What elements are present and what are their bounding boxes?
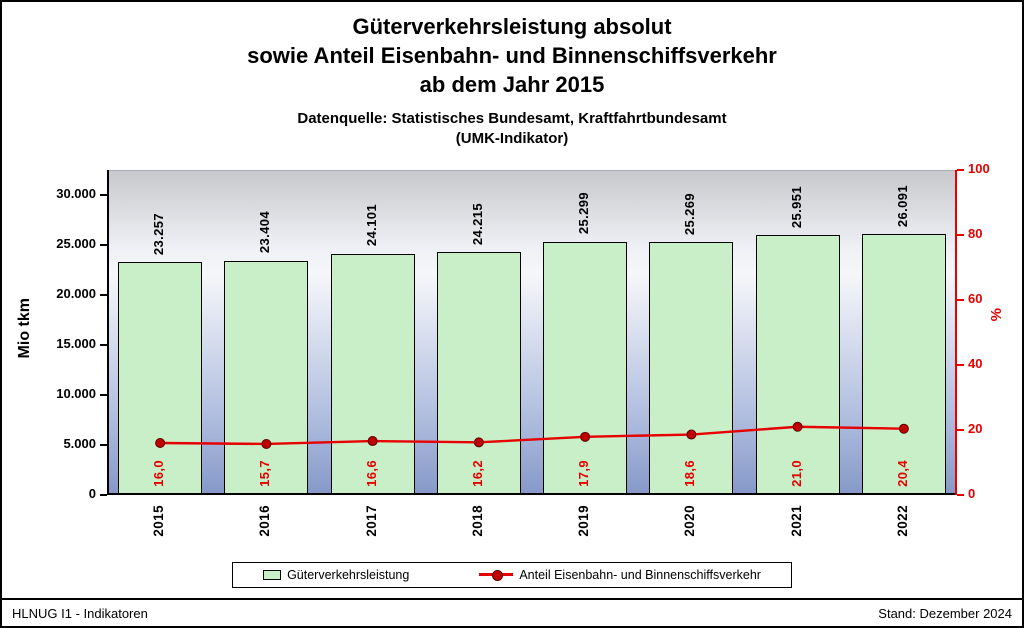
bar-swatch-icon (263, 569, 282, 580)
left-axis-tick-mark (100, 293, 107, 296)
chart-area: Mio tkm % 23.257 16,0 23.404 15,7 24.101 16,6… (2, 150, 1022, 546)
footer-right-text: Stand: Dezember 2024 (878, 605, 1012, 621)
x-axis-label-2016: 2016 (257, 504, 273, 537)
right-axis-tick-mark (957, 363, 964, 366)
line-value-label: 18,6 (682, 459, 698, 487)
right-axis-tick-mark (957, 168, 964, 171)
chart-subtitle-line2: (UMK-Indikator) (455, 130, 569, 148)
line-value-label: 16,2 (469, 459, 485, 487)
left-axis-tick-label: 20.000 (56, 285, 96, 301)
chart-subtitle-line1: Datenquelle: Statistisches Bundesamt, Kr… (297, 110, 727, 128)
x-axis-label-2021: 2021 (788, 504, 804, 537)
right-axis-tick-label: 40 (968, 355, 983, 371)
x-axis-label-2022: 2022 (894, 504, 910, 537)
bar-value-label: 23.257 (151, 212, 167, 256)
left-axis-tick-label: 25.000 (56, 235, 96, 251)
line-value-label: 16,6 (363, 459, 379, 487)
bar-2015 (118, 262, 203, 495)
legend-line-label: Anteil Eisenbahn- und Binnenschiffsverke… (519, 567, 761, 582)
left-axis-tick-mark (100, 243, 107, 246)
left-axis-tick-label: 5.000 (63, 435, 96, 451)
plot-top-border (107, 169, 957, 171)
legend-item-bar: Güterverkehrsleistung (263, 568, 409, 582)
left-axis-tick-mark (100, 193, 107, 196)
plot-area: 23.257 16,0 23.404 15,7 24.101 16,6 24.215 16,2… (107, 169, 957, 495)
bar-2018 (436, 252, 521, 495)
line-value-label: 15,7 (257, 459, 273, 487)
right-axis-line (955, 169, 957, 495)
left-axis-tick-mark (100, 343, 107, 346)
footer: HLNUG I1 - Indikatoren Stand: Dezember 2… (2, 598, 1022, 626)
right-axis-tick-mark (957, 428, 964, 431)
x-axis-line (107, 492, 957, 495)
bar-2022 (861, 233, 946, 495)
line-point-icon (492, 570, 504, 582)
line-value-label: 16,0 (151, 459, 167, 487)
bar-2021 (755, 235, 840, 495)
line-value-label: 17,9 (576, 459, 592, 487)
chart-title-line1: Güterverkehrsleistung absolut (352, 14, 672, 39)
bar-2016 (224, 260, 309, 495)
chart-title-line2: sowie Anteil Eisenbahn- und Binnenschiff… (247, 43, 777, 69)
bar-value-label: 25.269 (682, 192, 698, 235)
line-value-label: 20,4 (894, 459, 910, 487)
right-axis-title: % (988, 307, 1005, 321)
bar-2017 (330, 253, 415, 495)
right-axis-tick-label: 0 (968, 485, 976, 501)
bar-value-label: 25.951 (788, 185, 804, 229)
footer-left-text: HLNUG I1 - Indikatoren (12, 605, 148, 621)
right-axis-tick-label: 80 (968, 225, 983, 241)
left-axis-tick-mark (100, 393, 107, 396)
right-axis-tick-label: 20 (968, 420, 983, 436)
left-axis-tick-label: 15.000 (56, 335, 96, 351)
bar-2020 (649, 241, 734, 495)
chart-title: Güterverkehrsleistung absolut sowie Ante… (2, 12, 1022, 99)
x-axis-label-2017: 2017 (363, 504, 379, 537)
bar-value-label: 25.299 (576, 192, 592, 235)
bar-value-label: 24.101 (363, 204, 379, 247)
right-axis-tick-mark (957, 233, 964, 236)
legend: Güterverkehrsleistung Anteil Eisenbahn- … (232, 561, 792, 588)
x-axis-label-2020: 2020 (682, 504, 698, 537)
bar-value-label: 24.215 (469, 203, 485, 246)
bar-value-label: 26.091 (894, 184, 910, 227)
right-axis-tick-mark (957, 493, 964, 496)
left-axis-tick-mark (100, 493, 107, 496)
bar-value-label: 23.404 (257, 211, 273, 254)
left-axis-tick-label: 0 (88, 485, 96, 501)
line-marker-icon (479, 570, 514, 582)
legend-item-line: Anteil Eisenbahn- und Binnenschiffsverke… (479, 568, 761, 582)
right-axis-tick-mark (957, 298, 964, 301)
bar-2019 (543, 241, 628, 495)
x-axis-label-2015: 2015 (151, 504, 167, 537)
chart-subtitle: Datenquelle: Statistisches Bundesamt, Kr… (2, 109, 1022, 150)
right-axis-tick-label: 100 (968, 160, 990, 176)
left-axis-line (107, 169, 109, 495)
left-axis-tick-label: 10.000 (56, 385, 96, 401)
chart-title-line3: ab dem Jahr 2015 (419, 72, 605, 98)
right-axis-tick-label: 60 (968, 290, 983, 306)
left-axis-tick-mark (100, 443, 107, 446)
x-axis-label-2018: 2018 (469, 504, 485, 537)
x-axis-label-2019: 2019 (576, 504, 592, 537)
legend-bar-label: Güterverkehrsleistung (287, 567, 410, 582)
line-value-label: 21,0 (788, 459, 804, 487)
left-axis-tick-label: 30.000 (56, 185, 96, 201)
